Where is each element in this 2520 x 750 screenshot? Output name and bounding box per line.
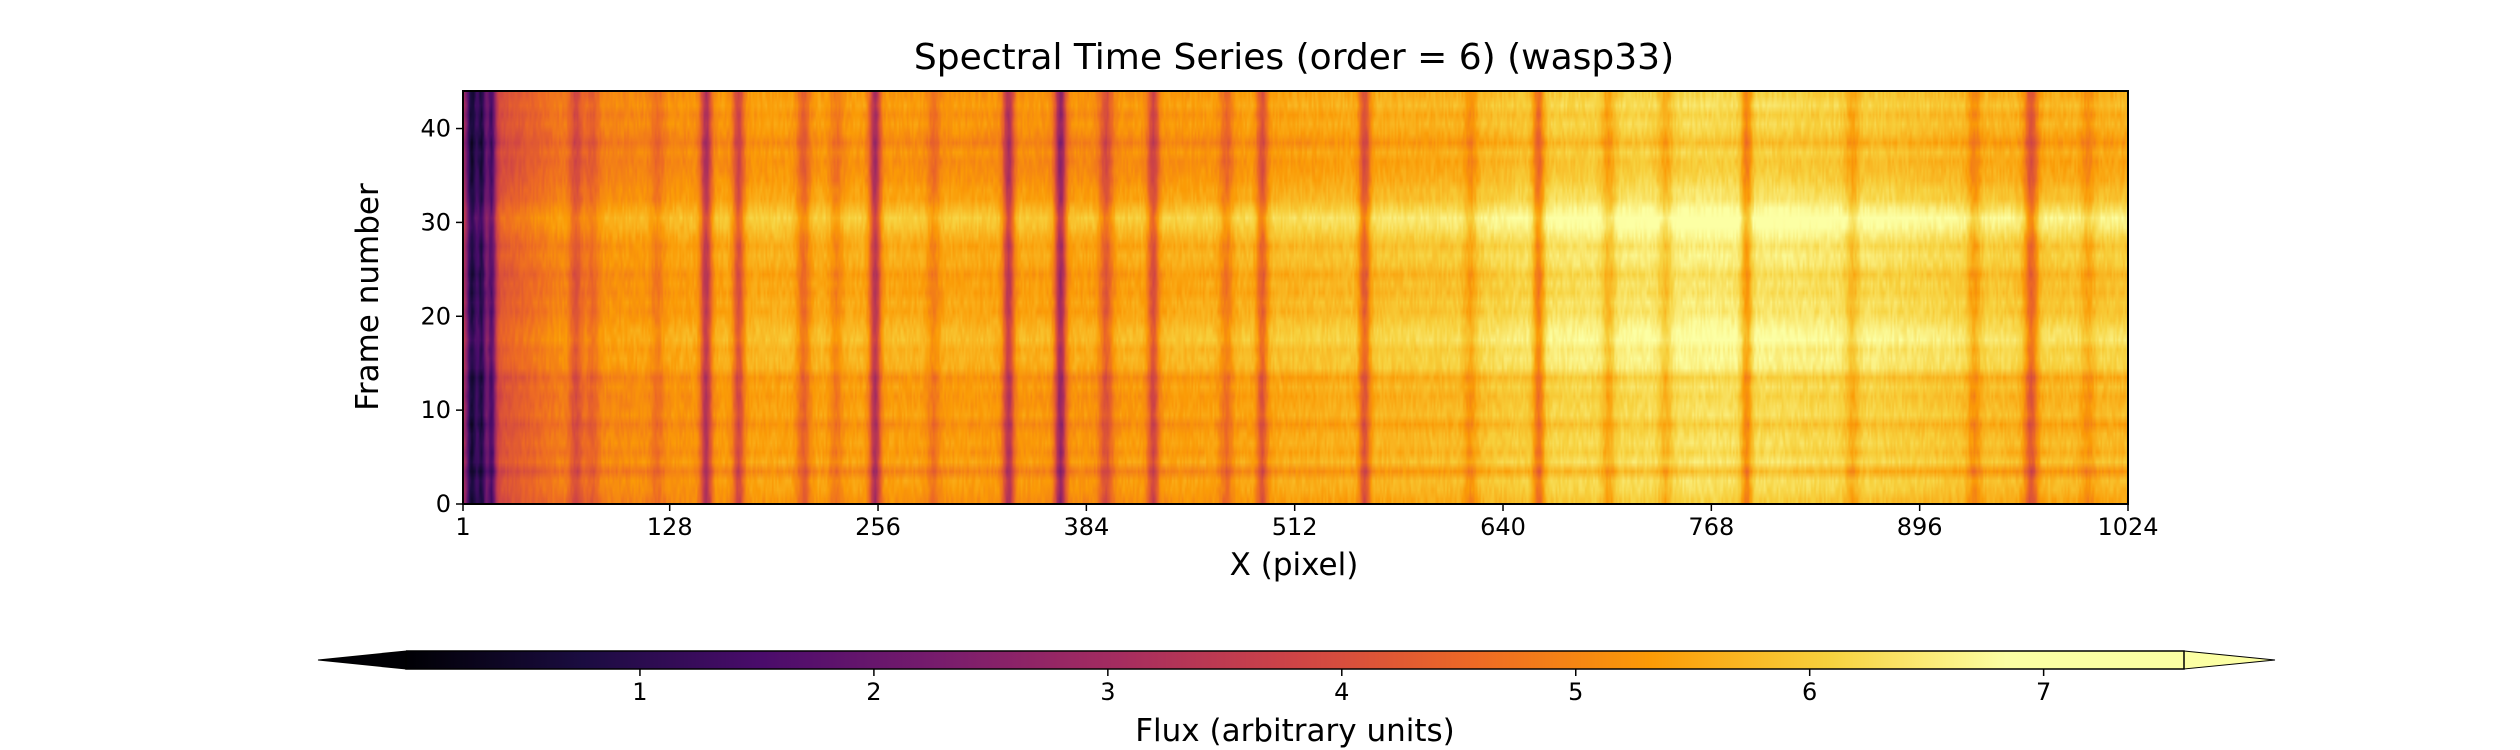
y-tick-label: 40 [420,115,451,143]
y-axis-ticks: 0 10 20 30 40 [420,115,463,518]
y-tick-label: 0 [436,490,451,518]
x-tick-label: 384 [1063,513,1109,541]
x-tick-label: 768 [1688,513,1734,541]
colorbar-outline [405,650,2185,670]
x-tick-label: 256 [855,513,901,541]
colorbar-gradient [406,651,2184,669]
colorbar-high-extend [2183,650,2276,670]
heatmap-plot-area [462,90,2129,505]
y-tick-label: 10 [420,396,451,424]
colorbar-tick-label: 1 [632,678,647,706]
y-tick-label: 30 [420,208,451,236]
colorbar-tick-label: 3 [1100,678,1115,706]
x-tick-label: 512 [1272,513,1318,541]
x-tick-label: 1024 [2097,513,2158,541]
colorbar-label: Flux (arbitrary units) [1135,713,1455,749]
plot-frame [462,90,2129,505]
chart-title: Spectral Time Series (order = 6) (wasp33… [914,37,1674,78]
colorbar-tick-label: 4 [1334,678,1349,706]
colorbar: 1 2 3 4 5 6 7 [317,650,2276,706]
x-tick-label: 640 [1480,513,1526,541]
colorbar-ticks: 1 2 3 4 5 6 7 [632,669,2051,706]
colorbar-tick-label: 6 [1802,678,1817,706]
heatmap-image [463,91,2128,504]
colorbar-tick-label: 5 [1568,678,1583,706]
colorbar-tick-label: 2 [866,678,881,706]
x-tick-label: 896 [1897,513,1943,541]
x-axis-label: X (pixel) [1230,547,1359,583]
x-axis-ticks: 1 128 256 384 512 640 768 896 1024 [455,504,2159,541]
colorbar-tick-label: 7 [2036,678,2051,706]
y-axis-label: Frame number [350,183,386,411]
x-tick-label: 128 [647,513,693,541]
x-tick-label: 1 [455,513,470,541]
y-tick-label: 20 [420,302,451,330]
colorbar-low-extend [317,650,407,670]
